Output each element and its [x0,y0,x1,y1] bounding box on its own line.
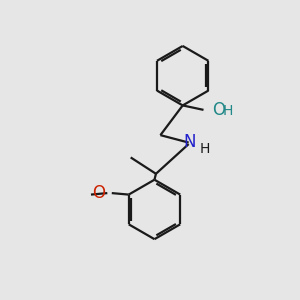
Text: O: O [92,184,105,202]
Text: N: N [184,133,197,151]
Text: O: O [212,101,225,119]
Text: H: H [200,142,210,156]
Text: H: H [223,104,233,118]
